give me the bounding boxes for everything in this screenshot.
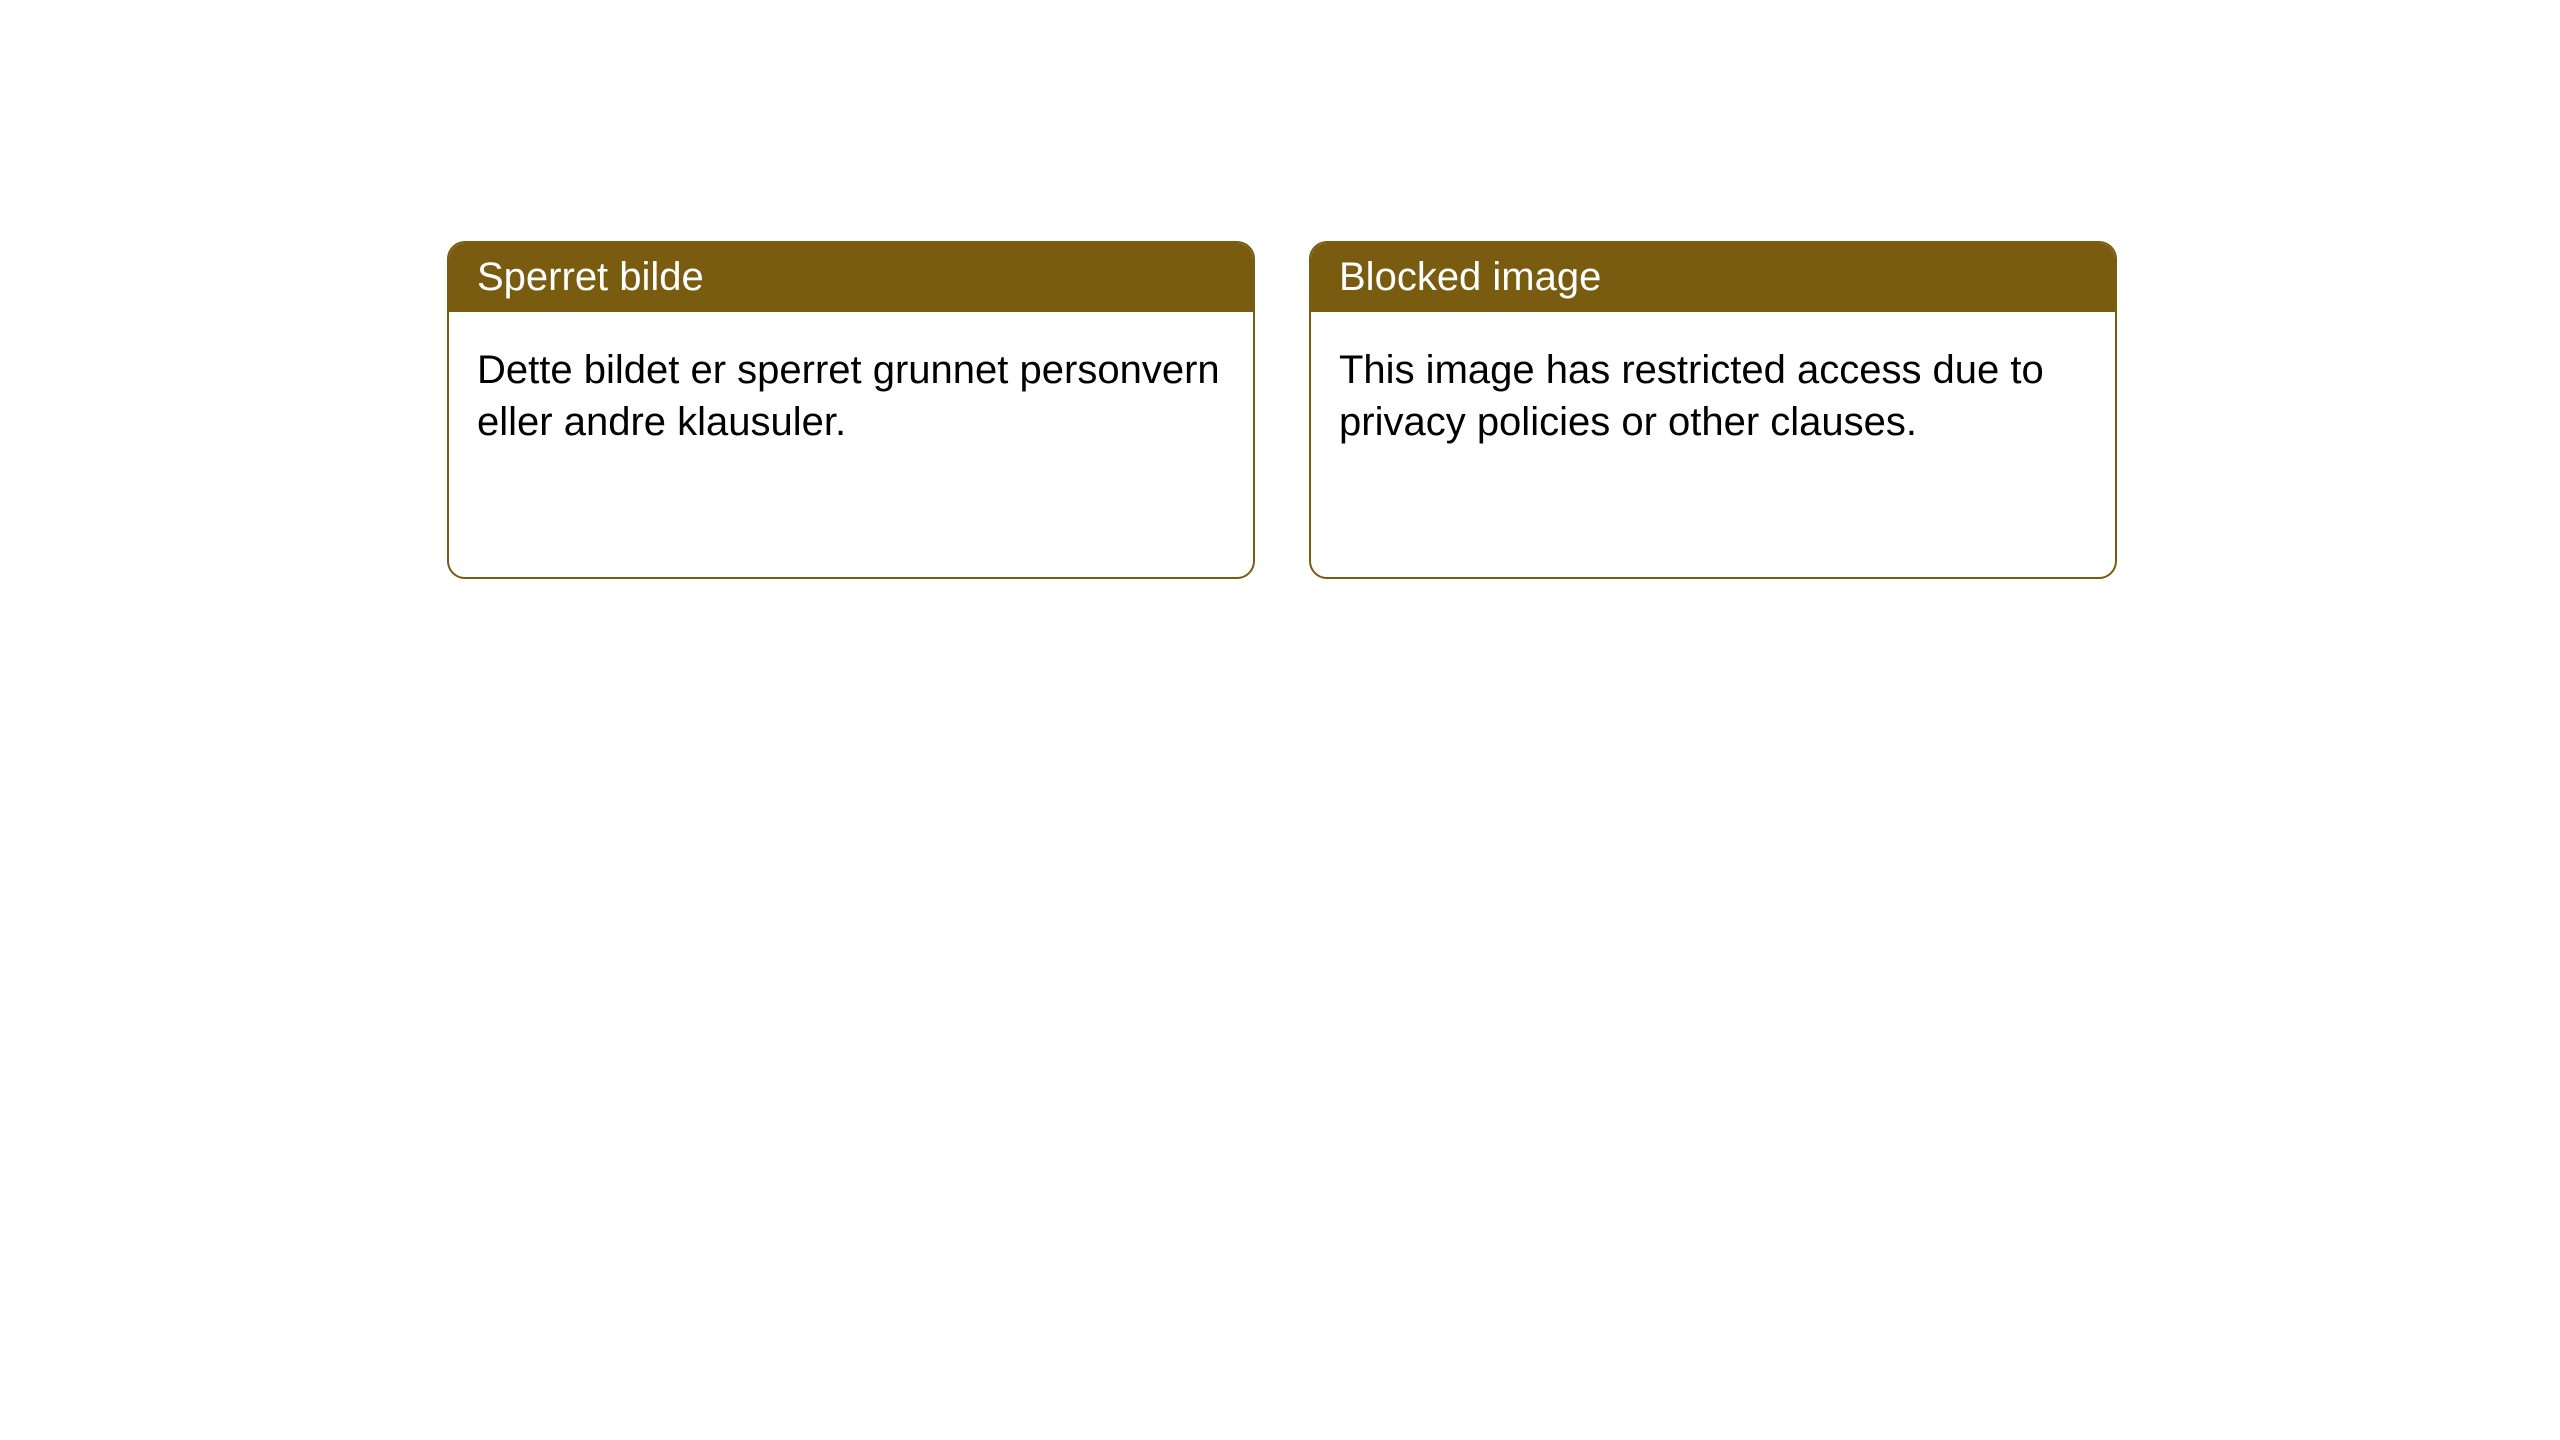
notice-card-norwegian: Sperret bilde Dette bildet er sperret gr… <box>447 241 1255 579</box>
notice-container: Sperret bilde Dette bildet er sperret gr… <box>447 241 2117 579</box>
card-title: Blocked image <box>1339 255 1601 299</box>
card-message: Dette bildet er sperret grunnet personve… <box>477 348 1220 444</box>
card-message: This image has restricted access due to … <box>1339 348 2044 444</box>
card-body: This image has restricted access due to … <box>1311 312 2115 480</box>
card-header: Blocked image <box>1311 243 2115 312</box>
card-body: Dette bildet er sperret grunnet personve… <box>449 312 1253 480</box>
card-header: Sperret bilde <box>449 243 1253 312</box>
notice-card-english: Blocked image This image has restricted … <box>1309 241 2117 579</box>
card-title: Sperret bilde <box>477 255 704 299</box>
